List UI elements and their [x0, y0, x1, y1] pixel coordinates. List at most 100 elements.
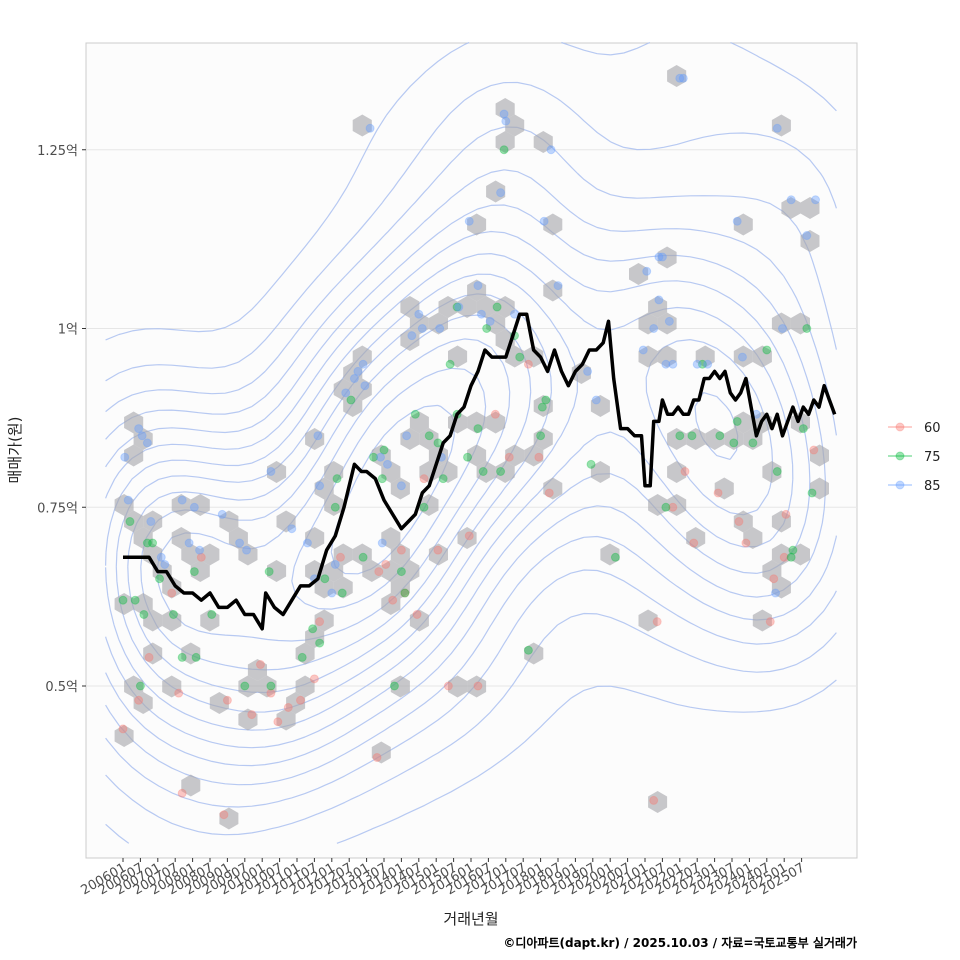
data-point-60 [273, 717, 283, 727]
data-point-60 [649, 795, 659, 805]
data-point-85 [786, 195, 796, 205]
data-point-60 [652, 617, 662, 627]
data-point-85 [377, 538, 387, 548]
data-point-85 [242, 545, 252, 555]
hexbin-cell [762, 461, 782, 483]
data-point-60 [118, 724, 128, 734]
data-point-75 [130, 595, 140, 605]
data-point-85 [195, 545, 205, 555]
data-point-60 [266, 688, 276, 698]
data-point-75 [315, 638, 325, 648]
data-point-85 [184, 538, 194, 548]
data-point-75 [379, 445, 389, 455]
data-point-60 [381, 559, 391, 569]
data-point-60 [388, 595, 398, 605]
data-point-75 [389, 681, 399, 691]
hexbin-cell [543, 279, 563, 302]
data-point-85 [692, 359, 702, 369]
hexbin-cell [276, 510, 296, 533]
hexbin-cell [114, 494, 134, 516]
hexbin-cell [752, 345, 772, 368]
hexbin-cell [724, 428, 744, 450]
hexbin-cell [219, 807, 239, 830]
caption: ©디아파트(dapt.kr) / 2025.10.03 / 자료=국토교통부 실… [503, 935, 857, 950]
hexbin-cell [638, 609, 658, 632]
hexbin-cell [771, 576, 791, 599]
hexbin-cell [162, 675, 182, 698]
hexbin-cell [428, 312, 448, 335]
hexbin-cell [267, 560, 287, 582]
hexbin-cell [381, 527, 401, 549]
y-axis-title: 매매가(원) [6, 417, 24, 484]
data-point-60 [464, 531, 474, 541]
hexbin-cell [305, 626, 325, 648]
hexbin-cell [714, 477, 734, 500]
hexbin-cell [629, 263, 649, 285]
hexbin-cell [247, 659, 267, 681]
hexbin-cell [409, 312, 429, 335]
data-point-85 [235, 538, 245, 548]
hexbin-layer [114, 65, 829, 830]
data-point-75 [697, 359, 707, 369]
hexbin-cell [133, 527, 153, 549]
hexbin-cell [667, 494, 687, 516]
hexbin-cell [352, 114, 372, 137]
hexbin-cell [352, 345, 372, 368]
hexbin-cell [686, 428, 706, 450]
hexbin-cell [257, 675, 277, 698]
hexbin-cell [124, 444, 144, 467]
hexbin-cell [448, 675, 468, 698]
y-tick-label: 1.25억 [37, 144, 78, 159]
data-point-60 [196, 552, 206, 562]
hexbin-cell [467, 213, 487, 236]
data-point-85 [664, 316, 674, 326]
data-point-60 [255, 660, 265, 670]
hexbin-cell [124, 411, 144, 434]
legend-label: 75 [924, 450, 941, 465]
hexbin-cell [467, 444, 487, 467]
data-point-75 [732, 416, 742, 426]
data-point-60 [412, 610, 422, 619]
hexbin-cell [648, 296, 668, 318]
hexbin-cell [733, 345, 753, 368]
data-point-85 [287, 524, 297, 534]
data-point-85 [330, 559, 340, 569]
data-point-85 [217, 509, 227, 519]
data-point-85 [160, 559, 170, 569]
data-point-75 [473, 424, 483, 434]
data-point-85 [313, 431, 323, 441]
data-point-85 [678, 73, 688, 83]
hexbin-cell [133, 428, 153, 450]
data-point-75 [139, 610, 149, 619]
data-point-85 [642, 266, 652, 276]
hexbin-cell [352, 378, 372, 401]
hexbin-cell [495, 296, 515, 318]
hexbin-cell [733, 510, 753, 533]
hexbin-cell [390, 477, 410, 500]
hexbin-cell [638, 345, 658, 368]
data-point-75 [189, 567, 199, 577]
density-contours [105, 41, 837, 844]
hexbin-cell [590, 461, 610, 483]
data-point-75 [772, 467, 782, 476]
hexbin-cell [305, 527, 325, 549]
data-point-75 [148, 538, 158, 548]
data-point-85 [668, 359, 678, 369]
data-point-85 [365, 123, 375, 133]
data-point-75 [661, 502, 671, 512]
data-point-75 [266, 681, 276, 691]
data-point-75 [240, 681, 250, 691]
hexbin-cell [333, 576, 353, 599]
hexbin-cell [810, 477, 829, 500]
data-point-75 [478, 467, 488, 476]
hexbin-cell [295, 642, 315, 665]
data-point-85 [134, 424, 144, 434]
hexbin-cell [324, 494, 344, 516]
data-point-85 [485, 316, 495, 326]
hexbin-cell [381, 461, 401, 483]
hexbin-cell [371, 741, 391, 764]
hexbin-cell [305, 428, 325, 450]
data-point-75 [297, 652, 307, 662]
hexbin-cell [543, 477, 563, 500]
hexbin-cell [733, 213, 753, 236]
